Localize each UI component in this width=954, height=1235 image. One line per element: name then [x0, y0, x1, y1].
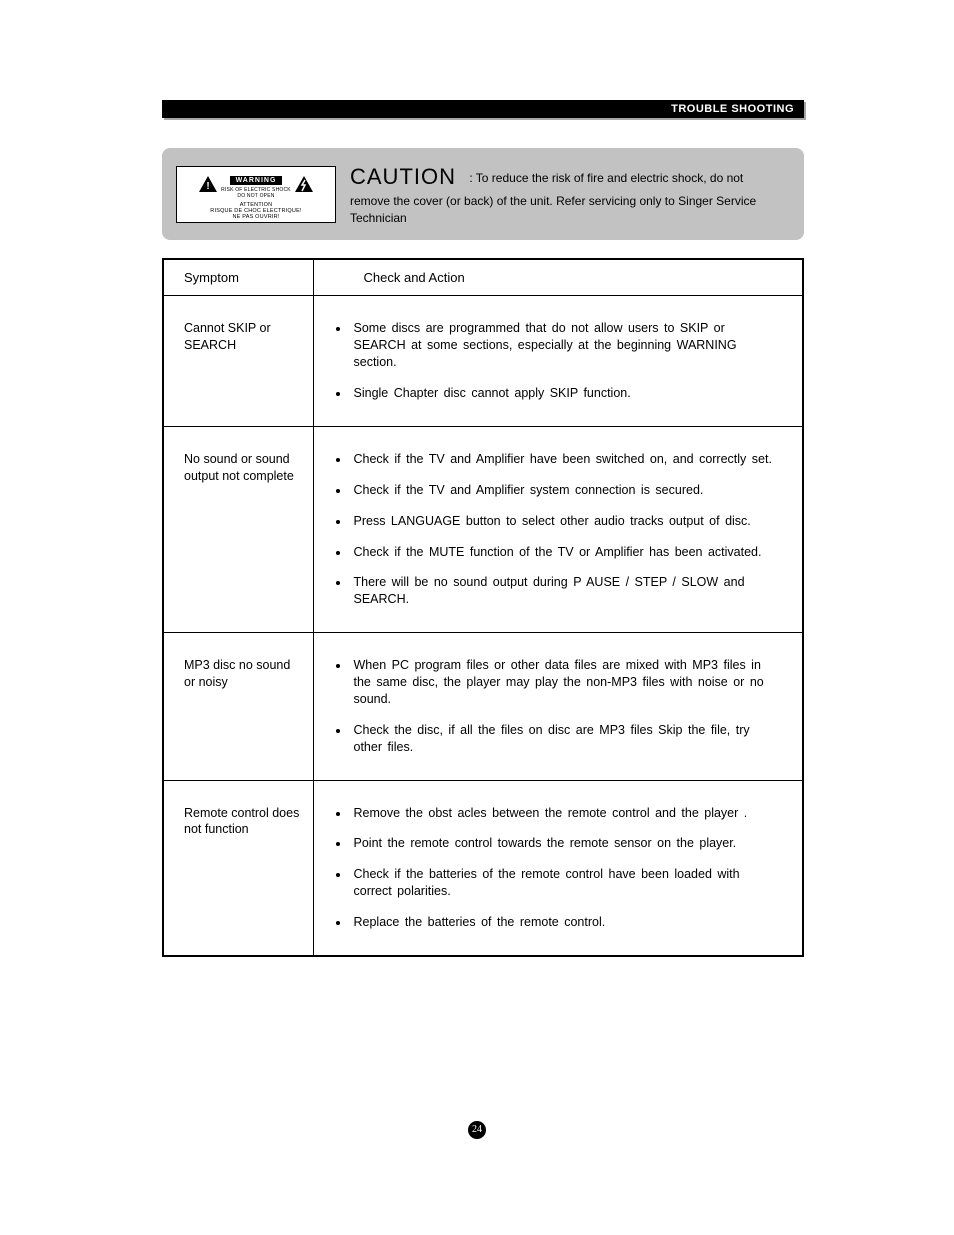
action-item: There will be no sound output during P A… — [350, 574, 783, 608]
symptom-cell: Cannot SKIP or SEARCH — [163, 296, 313, 427]
action-item: When PC program files or other data file… — [350, 657, 783, 708]
warning-attention: ATTENTION RISQUE DE CHOC ELECTRIQUE! NE … — [179, 202, 333, 220]
page: TROUBLE SHOOTING ! WARNING RISK OF ELECT… — [0, 0, 954, 1235]
action-cell: When PC program files or other data file… — [313, 633, 803, 780]
action-list: Some discs are programmed that do not al… — [328, 320, 783, 402]
warning-att-3: NE PAS OUVRIR! — [179, 214, 333, 220]
action-item: Replace the batteries of the remote cont… — [350, 914, 783, 931]
action-list: Check if the TV and Amplifier have been … — [328, 451, 783, 608]
table-row: MP3 disc no sound or noisy When PC progra… — [163, 633, 803, 780]
svg-text:!: ! — [206, 181, 209, 192]
symptom-cell: No sound or sound output not complete — [163, 426, 313, 632]
action-item: Remove the obst acles between the remote… — [350, 805, 783, 822]
action-item: Check if the batteries of the remote con… — [350, 866, 783, 900]
warning-banner: WARNING — [230, 176, 283, 186]
section-header-bar: TROUBLE SHOOTING — [162, 100, 804, 118]
action-item: Single Chapter disc cannot apply SKIP fu… — [350, 385, 783, 402]
action-list: Remove the obst acles between the remote… — [328, 805, 783, 931]
warning-triangle-exclaim-icon: ! — [198, 175, 218, 193]
action-item: Point the remote control towards the rem… — [350, 835, 783, 852]
table-body: Cannot SKIP or SEARCH Some discs are prog… — [163, 296, 803, 956]
action-list: When PC program files or other data file… — [328, 657, 783, 755]
action-item: Check if the TV and Amplifier system con… — [350, 482, 783, 499]
table-row: No sound or sound output not complete Che… — [163, 426, 803, 632]
symptom-cell: MP3 disc no sound or noisy — [163, 633, 313, 780]
action-cell: Remove the obst acles between the remote… — [313, 780, 803, 956]
page-number: 24 — [468, 1121, 486, 1139]
warning-label: ! WARNING RISK OF ELECTRIC SHOCK DO NOT … — [176, 166, 336, 223]
warning-line2: DO NOT OPEN — [221, 194, 291, 200]
symptom-cell: Remote control does not function — [163, 780, 313, 956]
caution-title: CAUTION — [350, 164, 456, 189]
section-title: TROUBLE SHOOTING — [671, 100, 794, 118]
warning-banner-wrap: WARNING RISK OF ELECTRIC SHOCK DO NOT OP… — [221, 169, 291, 200]
table-header-row: Symptom Check and Action — [163, 259, 803, 296]
table-row: Cannot SKIP or SEARCH Some discs are prog… — [163, 296, 803, 427]
action-cell: Some discs are programmed that do not al… — [313, 296, 803, 427]
caution-panel: ! WARNING RISK OF ELECTRIC SHOCK DO NOT … — [162, 148, 804, 240]
action-item: Press LANGUAGE button to select other au… — [350, 513, 783, 530]
table-row: Remote control does not function Remove t… — [163, 780, 803, 956]
warning-label-top: ! WARNING RISK OF ELECTRIC SHOCK DO NOT … — [179, 169, 333, 200]
action-cell: Check if the TV and Amplifier have been … — [313, 426, 803, 632]
action-item: Check if the TV and Amplifier have been … — [350, 451, 783, 468]
action-item: Check the disc, if all the files on disc… — [350, 722, 783, 756]
troubleshooting-table: Symptom Check and Action Cannot SKIP or … — [162, 258, 804, 957]
action-item: Check if the MUTE function of the TV or … — [350, 544, 783, 561]
col-action-header: Check and Action — [313, 259, 803, 296]
col-symptom-header: Symptom — [163, 259, 313, 296]
caution-text: CAUTION : To reduce the risk of fire and… — [350, 162, 786, 226]
warning-triangle-bolt-icon — [294, 175, 314, 193]
action-item: Some discs are programmed that do not al… — [350, 320, 783, 371]
